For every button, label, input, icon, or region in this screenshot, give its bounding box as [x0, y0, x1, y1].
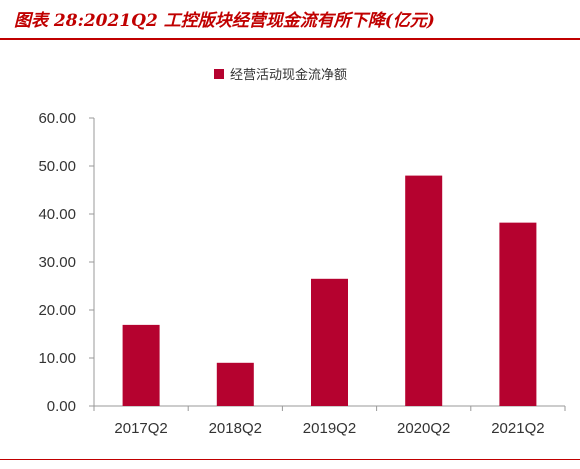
title-rule [0, 38, 580, 40]
y-tick-label: 30.00 [38, 254, 76, 271]
legend-label: 经营活动现金流净额 [230, 68, 348, 83]
figure-header: 图表 28:2021Q2 工控版块经营现金流有所下降(亿元) [0, 0, 580, 42]
legend-swatch [214, 68, 224, 79]
figure-title: 图表 28:2021Q2 工控版块经营现金流有所下降(亿元) [14, 11, 435, 31]
bar [499, 222, 537, 406]
x-tick-label: 2020Q2 [397, 420, 450, 437]
y-tick-label: 40.00 [38, 206, 76, 223]
y-tick-label: 50.00 [38, 158, 76, 175]
bar [122, 324, 160, 406]
y-tick-label: 10.00 [38, 350, 76, 367]
y-tick-label: 60.00 [38, 110, 76, 127]
chart-legend: 经营活动现金流净额 [214, 64, 347, 83]
bar [405, 175, 443, 406]
y-tick-label: 0.00 [47, 398, 76, 415]
x-tick-label: 2018Q2 [209, 420, 262, 437]
y-tick-label: 20.00 [38, 302, 76, 319]
x-tick-label: 2017Q2 [114, 420, 167, 437]
x-tick-label: 2021Q2 [491, 420, 544, 437]
chart-area: 经营活动现金流净额 0.00 10.00 20.00 30.00 40.00 50.00 6… [0, 42, 580, 452]
bottom-rule [0, 459, 580, 460]
bar [216, 362, 254, 406]
x-tick-label: 2019Q2 [303, 420, 356, 437]
bar-chart: 0.00 10.00 20.00 30.00 40.00 50.00 60.00 2017Q2… [38, 110, 566, 437]
bar [311, 278, 348, 406]
